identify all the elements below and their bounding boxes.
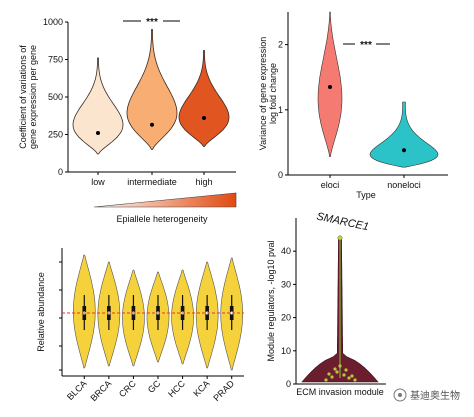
panel-d-data-point [342, 373, 346, 377]
panel-d-data-point [324, 378, 328, 382]
panel-b-y-tick-label: 1 [278, 105, 283, 115]
panel-a-y-axis-title: gene expression per gene [28, 45, 38, 149]
panel-a-y-tick-label: 250 [48, 130, 63, 140]
panel-c-y-axis-title: Relative abundance [36, 272, 46, 352]
panel-a-y-tick-label: 500 [48, 92, 63, 102]
panel-a-gradient-triangle [93, 192, 237, 208]
panel-b-y-tick-label: 0 [278, 170, 283, 180]
panel-a-gradient-label: Epiallele heterogeneity [116, 214, 208, 224]
panel-c-x-tick-label: KCA [191, 378, 211, 398]
panel-b-y-axis-title: Variance of gene expression [258, 37, 268, 150]
panel-d-y-axis-title: Module regulators, -log10 pval [266, 240, 276, 361]
panel-d-data-point [333, 367, 337, 371]
panel-c-x-tick-label: CRC [117, 378, 138, 399]
panel-d-data-point [335, 370, 339, 374]
panel-d-annotation: SMARCE1 [315, 211, 370, 234]
panel-c-x-tick-label: BRCA [89, 378, 114, 403]
panel-d-y-tick-label: 0 [286, 379, 291, 389]
panel-a-y-axis-title: Coefficient of variations of [18, 45, 28, 149]
panel-a-x-tick-label: intermediate [127, 177, 177, 187]
watermark-logo-icon [393, 388, 407, 402]
panel-d-y-tick-label: 20 [281, 313, 291, 323]
panel-a-violin [178, 50, 230, 147]
panel-b-significance: *** [360, 40, 372, 51]
panel-c-x-tick-label: GC [146, 378, 163, 395]
panel-c-x-tick-label: PRAD [211, 378, 236, 403]
panel-a-x-tick-label: low [91, 177, 105, 187]
panel-a-median-point [150, 122, 154, 127]
watermark-text: 基迪奥生物 [410, 389, 460, 402]
panel-a-y-tick-label: 1000 [43, 17, 63, 27]
panel-b-violin [369, 101, 439, 168]
panel-c-median-point [230, 311, 234, 315]
panel-b-x-axis-title: Type [356, 190, 376, 200]
panel-b-x-tick-label: noneloci [387, 180, 421, 190]
panel-a-significance: *** [146, 17, 158, 28]
panel-a-median-point [202, 116, 206, 120]
panel-b-median-point [402, 148, 406, 153]
panel-d-y-tick-label: 40 [281, 246, 291, 256]
panel-a-y-tick-label: 0 [58, 167, 63, 177]
panel-a-violin [126, 29, 178, 150]
panel-d-highlight-point [337, 235, 343, 241]
panel-d-data-point [353, 378, 357, 382]
panel-a-x-tick-label: high [195, 177, 212, 187]
panel-c-x-tick-label: HCC [166, 378, 187, 399]
panel-b-violin [317, 11, 343, 157]
panel-d-y-tick-label: 10 [281, 346, 291, 356]
panel-b-y-axis-title: log fold change [268, 63, 278, 124]
panel-b-median-point [328, 84, 332, 89]
watermark-logo-dot [398, 393, 402, 397]
panel-d-x-tick-label: ECM invasion module [296, 387, 384, 397]
panel-c-x-tick-label: BLCA [65, 378, 89, 402]
panel-b-x-tick-label: eloci [321, 180, 340, 190]
panel-d-data-point [330, 375, 334, 379]
panel-d-data-point [347, 376, 351, 380]
panel-b-y-tick-label: 2 [278, 40, 283, 50]
panel-d-data-point [327, 372, 331, 376]
panel-a-median-point [96, 131, 100, 135]
panel-a-y-tick-label: 750 [48, 55, 63, 65]
panel-d-data-point [338, 364, 342, 368]
panel-d-y-tick-label: 30 [281, 279, 291, 289]
panel-a-violin [72, 57, 124, 155]
panel-d-data-point [344, 368, 348, 372]
panel-d-data-point [350, 374, 354, 378]
